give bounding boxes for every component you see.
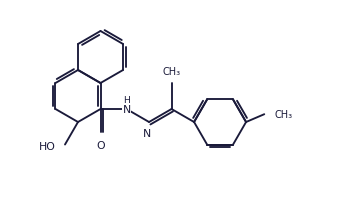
Text: N: N xyxy=(143,128,151,138)
Text: H: H xyxy=(123,96,130,104)
Text: HO: HO xyxy=(39,141,56,151)
Text: CH₃: CH₃ xyxy=(274,110,292,120)
Text: O: O xyxy=(96,141,105,151)
Text: CH₃: CH₃ xyxy=(162,67,181,77)
Text: N: N xyxy=(122,104,131,115)
